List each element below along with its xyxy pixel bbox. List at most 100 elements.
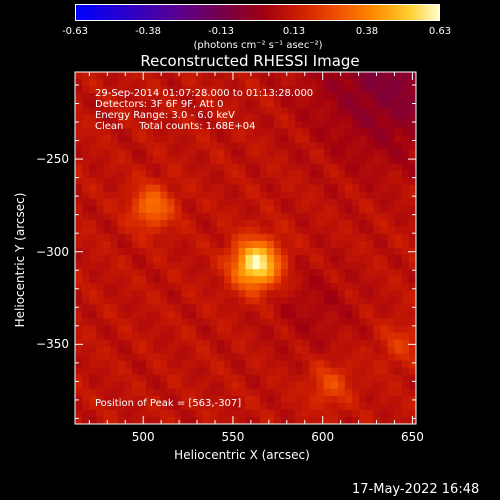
heatmap-cell	[202, 409, 211, 418]
heatmap-cell	[75, 93, 83, 101]
heatmap-cell	[217, 416, 225, 424]
heatmap-cell	[89, 332, 97, 341]
heatmap-cell	[117, 311, 126, 319]
heatmap-cell	[309, 170, 318, 179]
heatmap-cell	[202, 388, 211, 397]
heatmap-cell	[273, 339, 282, 348]
heatmap-cell	[380, 367, 389, 376]
heatmap-cell	[202, 332, 211, 341]
heatmap-cell	[394, 226, 403, 235]
heatmap-cell	[224, 149, 232, 158]
heatmap-cell	[138, 409, 147, 418]
heatmap-cell	[330, 290, 339, 298]
heatmap-cell	[401, 367, 410, 376]
heatmap-cell	[174, 402, 183, 411]
heatmap-cell	[401, 114, 410, 122]
heatmap-cell	[117, 248, 126, 256]
heatmap-cell	[174, 290, 183, 298]
heatmap-cell	[153, 226, 161, 235]
heatmap-cell	[316, 226, 325, 235]
heatmap-cell	[124, 184, 133, 193]
heatmap-cell	[266, 128, 275, 136]
heatmap-cell	[138, 388, 147, 397]
heatmap-cell	[96, 93, 105, 101]
heatmap-cell	[359, 283, 367, 291]
heatmap-cell	[231, 269, 239, 277]
heatmap-cell	[337, 93, 346, 101]
heatmap-cell	[160, 86, 168, 94]
heatmap-cell	[124, 255, 133, 263]
heatmap-cell	[330, 325, 339, 334]
heatmap-cell	[124, 297, 133, 305]
heatmap-cell	[131, 177, 140, 186]
heatmap-cell	[160, 212, 168, 221]
heatmap-cell	[330, 163, 339, 172]
heatmap-cell	[224, 226, 232, 235]
heatmap-cell	[380, 142, 389, 151]
heatmap-cell	[344, 184, 353, 193]
heatmap-cell	[124, 233, 133, 242]
heatmap-cell	[394, 114, 403, 122]
heatmap-cell	[160, 170, 168, 179]
heatmap-cell	[302, 233, 311, 242]
heatmap-cell	[195, 184, 204, 193]
heatmap-cell	[316, 283, 325, 291]
heatmap-cell	[82, 163, 90, 172]
heatmap-cell	[252, 198, 261, 207]
heatmap-cell	[366, 93, 374, 101]
heatmap-cell	[330, 149, 339, 158]
heatmap-cell	[238, 311, 247, 319]
heatmap-cell	[337, 283, 346, 291]
heatmap-cell	[75, 388, 83, 397]
heatmap-cell	[337, 290, 346, 298]
heatmap-cell	[174, 184, 183, 193]
heatmap-cell	[309, 86, 318, 94]
heatmap-cell	[174, 233, 183, 242]
heatmap-cell	[103, 374, 112, 383]
heatmap-cell	[224, 360, 232, 369]
heatmap-cell	[202, 233, 211, 242]
heatmap-cell	[110, 226, 119, 235]
heatmap-cell	[146, 290, 154, 298]
heatmap-cell	[252, 374, 261, 383]
heatmap-cell	[202, 198, 211, 207]
heatmap-cell	[82, 93, 90, 101]
heatmap-cell	[82, 100, 90, 108]
heatmap-cell	[344, 240, 353, 249]
heatmap-cell	[295, 163, 303, 172]
heatmap-cell	[352, 325, 360, 334]
heatmap-cell	[344, 72, 353, 80]
heatmap-cell	[209, 374, 218, 383]
heatmap-cell	[195, 191, 204, 200]
heatmap-cell	[295, 93, 303, 101]
heatmap-cell	[344, 93, 353, 101]
heatmap-cell	[359, 248, 367, 256]
heatmap-cell	[110, 346, 119, 355]
heatmap-cell	[89, 311, 97, 319]
heatmap-cell	[131, 290, 140, 298]
heatmap-cell	[188, 135, 197, 143]
heatmap-cell	[153, 107, 161, 115]
heatmap-cell	[401, 79, 410, 87]
heatmap-cell	[316, 205, 325, 214]
heatmap-cell	[302, 248, 311, 256]
heatmap-cell	[153, 409, 161, 418]
heatmap-cell	[273, 121, 282, 129]
heatmap-cell	[366, 409, 374, 418]
heatmap-cell	[380, 360, 389, 369]
heatmap-cell	[138, 346, 147, 355]
heatmap-cell	[323, 100, 332, 108]
heatmap-cell	[217, 219, 225, 228]
heatmap-cell	[160, 72, 168, 80]
heatmap-cell	[380, 381, 389, 390]
heatmap-cell	[309, 248, 318, 256]
heatmap-cell	[330, 262, 339, 270]
heatmap-cell	[295, 107, 303, 115]
heatmap-cell	[245, 163, 254, 172]
heatmap-cell	[323, 128, 332, 136]
heatmap-cell	[401, 248, 410, 256]
heatmap-cell	[224, 255, 232, 263]
heatmap-cell	[295, 177, 303, 186]
heatmap-cell	[202, 416, 211, 424]
heatmap-cell	[224, 128, 232, 136]
